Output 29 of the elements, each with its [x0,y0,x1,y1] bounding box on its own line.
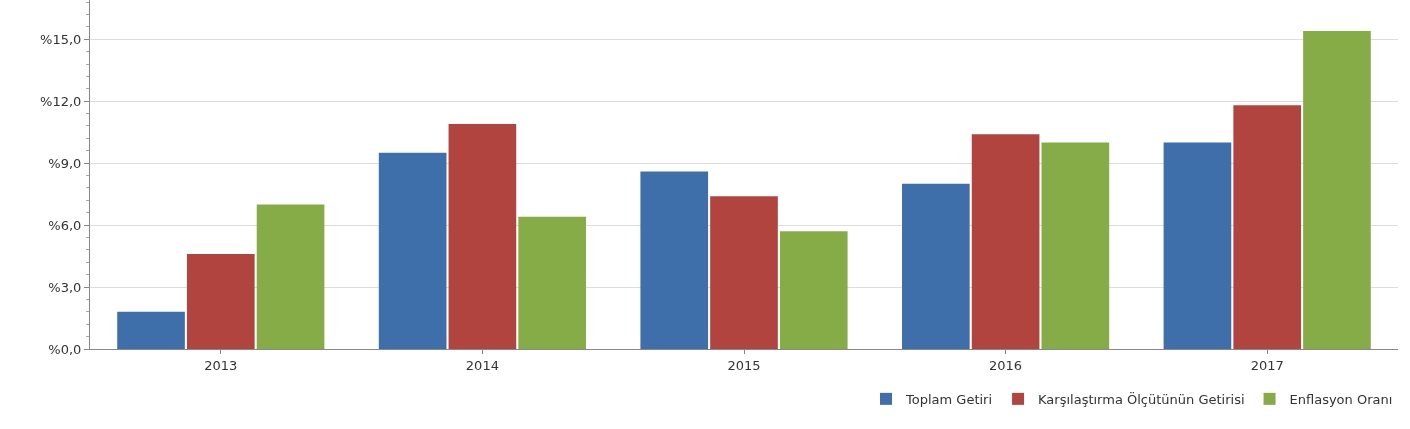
bar [1303,30,1371,349]
bar [710,196,778,349]
legend-label: Enflasyon Oranı [1289,391,1393,407]
bar [1163,142,1232,349]
x-tick-label: 2017 [1250,357,1284,373]
legend-label: Karşılaştırma Ölçütünün Getirisi [1038,390,1245,407]
x-tick-label: 2015 [727,357,761,373]
x-tick-label: 2016 [989,357,1023,373]
bar [186,254,255,349]
legend-label: Toplam Getiri [905,391,993,407]
bar [779,231,848,349]
bar [448,123,517,349]
x-tick-label: 2014 [465,357,499,373]
bar [971,134,1040,349]
bar [378,152,447,349]
bar [117,311,185,349]
bar [1233,105,1302,349]
y-tick-label: %6,0 [48,217,82,233]
y-tick-label: %12,0 [40,93,82,109]
bar [1041,142,1110,349]
bar [640,171,709,349]
y-tick-label: %0,0 [48,341,82,357]
y-tick-label: %15,0 [40,31,82,47]
bar [902,183,970,349]
y-tick-label: %3,0 [48,279,82,295]
y-tick-label: %9,0 [48,155,82,171]
bar [256,204,325,349]
bar [518,216,586,349]
x-tick-label: 2013 [204,357,238,373]
